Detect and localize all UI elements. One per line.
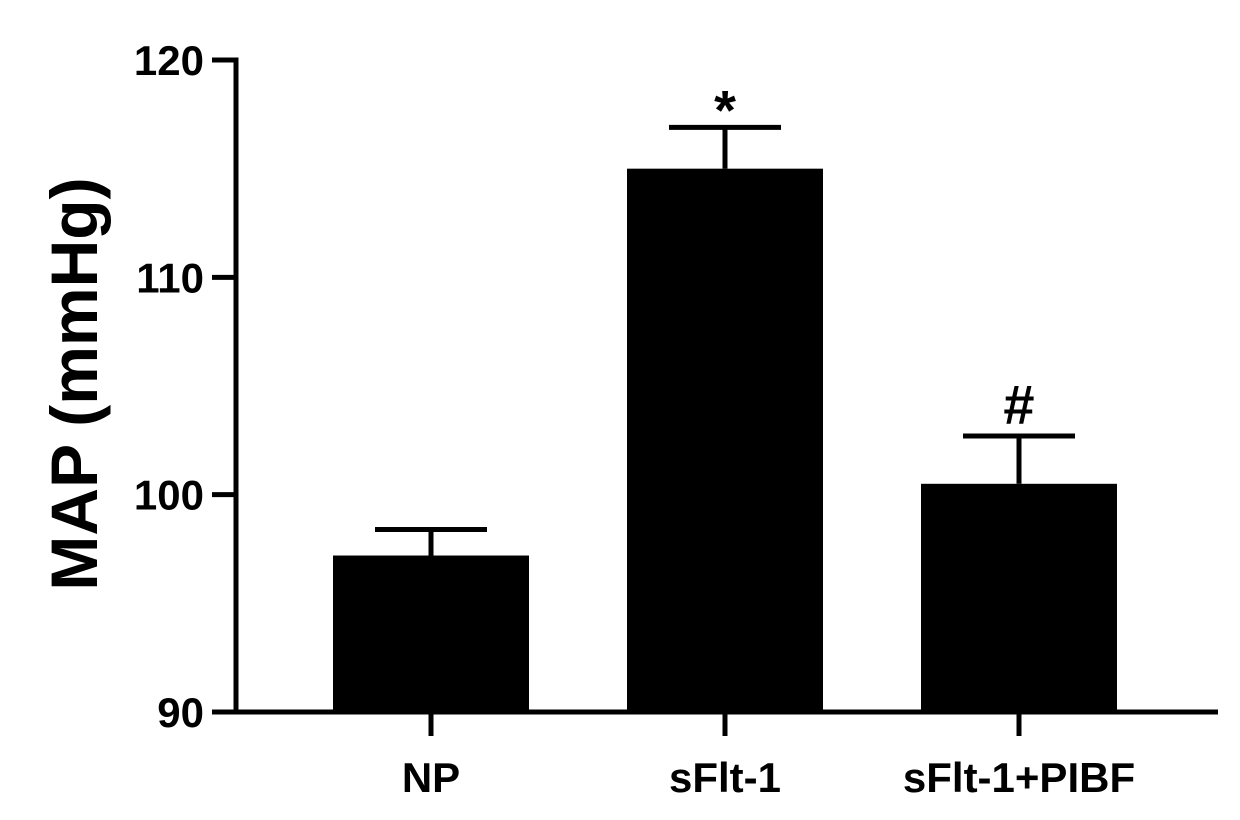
x-tick-label: sFlt-1+PIBF <box>903 754 1135 801</box>
bar <box>333 555 529 712</box>
y-tick-label: 110 <box>136 254 204 301</box>
significance-marker: * <box>714 78 736 141</box>
y-axis-title: MAP (mmHg) <box>37 177 111 590</box>
significance-markers: *# <box>714 78 1034 436</box>
bars <box>333 168 1117 712</box>
bar <box>921 483 1117 712</box>
y-ticks: 90 100 110 120 <box>134 37 236 736</box>
x-tick-label: sFlt-1 <box>669 754 781 801</box>
x-tick-label: NP <box>402 754 460 801</box>
y-tick-label: 100 <box>134 472 204 519</box>
error-bars <box>375 124 1075 556</box>
significance-marker: # <box>1003 373 1034 436</box>
bar <box>627 168 823 712</box>
x-ticks: NP sFlt-1 sFlt-1+PIBF <box>402 712 1135 801</box>
y-tick-label: 90 <box>157 689 204 736</box>
y-tick-label: 120 <box>134 37 204 84</box>
